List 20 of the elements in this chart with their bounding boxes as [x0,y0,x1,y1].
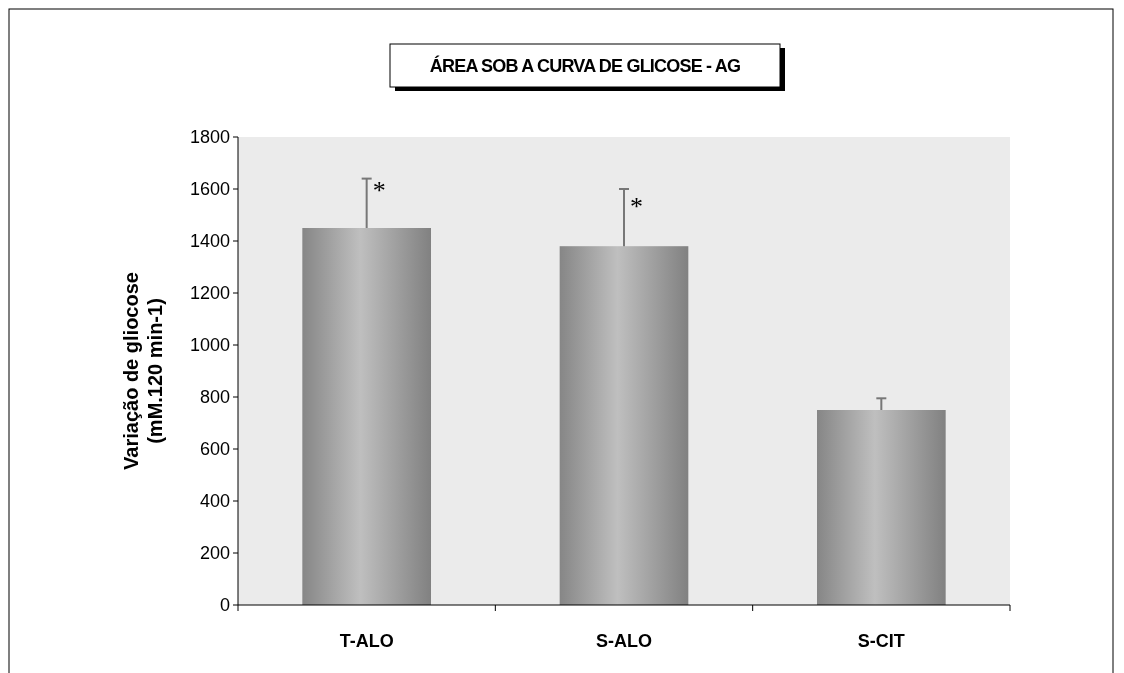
annotation: * [372,176,386,206]
bar [559,246,689,605]
y-tick-label: 1000 [189,335,230,356]
annotation: * [630,192,643,221]
y-axis-title: Variação de gliocose (mM.120 min-1) [120,272,166,470]
chart-title: ÁREA SOB A CURVA DE GLICOSE - AG [429,55,741,77]
y-tick-label: 1200 [189,283,230,304]
bar [302,228,431,605]
y-tick-label: 1800 [189,127,230,148]
y-tick-label: 400 [199,491,230,512]
x-tick-label: T-ALO [339,631,394,651]
y-tick-label: 800 [199,387,230,408]
y-tick-label: 1400 [189,231,230,252]
x-tick-label: S-CIT [857,631,905,651]
y-tick-label: 1600 [189,179,230,200]
y-tick-label: 0 [219,595,230,616]
y-tick-label: 600 [199,439,230,460]
y-tick-label: 200 [199,543,230,564]
bar [817,410,946,605]
x-tick-label: S-ALO [596,631,652,651]
